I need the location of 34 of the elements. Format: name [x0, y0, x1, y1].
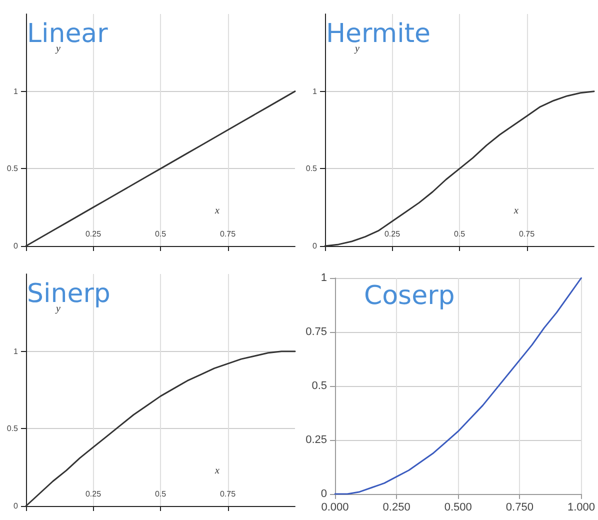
y-tick-label: 1 [14, 86, 19, 96]
y-tick-label: 0.5 [6, 424, 19, 434]
y-tick-label: 0.5 [306, 164, 318, 174]
x-axis-title: x [513, 206, 519, 216]
x-tick-label: 0.75 [220, 490, 236, 498]
y-tick-label: 0 [14, 242, 19, 250]
y-tick-label: 0 [312, 242, 318, 250]
x-axis-title: x [214, 466, 220, 476]
y-tick-label: 0 [320, 488, 327, 500]
x-axis-title: x [214, 206, 220, 216]
y-tick-label: 1 [320, 272, 327, 284]
y-tick-label: 0.25 [306, 434, 327, 446]
x-tick-label: 0.25 [85, 230, 102, 238]
y-tick-label: 0.75 [306, 326, 327, 338]
x-tick-label: 0.250 [382, 502, 410, 514]
x-tick-label: 0.750 [506, 502, 534, 514]
y-tick-label: 1 [312, 86, 318, 96]
x-tick-label: 0.000 [321, 502, 349, 514]
y-tick-label: 0.5 [312, 380, 327, 392]
x-tick-label: 0.5 [454, 230, 466, 238]
x-tick-label: 0.5 [154, 490, 167, 498]
x-tick-label: 0.500 [444, 502, 472, 514]
y-axis-title: y [354, 44, 360, 54]
y-tick-label: 1 [14, 346, 19, 356]
chart-title: Coserp [364, 281, 455, 311]
y-axis-title: y [55, 44, 61, 54]
x-tick-label: 1.000 [567, 502, 595, 514]
y-tick-label: 0.5 [6, 164, 19, 174]
x-tick-label: 0.75 [220, 230, 236, 238]
x-tick-label: 0.25 [384, 230, 401, 238]
x-tick-label: 0.25 [85, 490, 102, 498]
y-tick-label: 0 [14, 502, 19, 510]
x-tick-label: 0.5 [154, 230, 167, 238]
x-tick-label: 0.75 [518, 230, 536, 238]
